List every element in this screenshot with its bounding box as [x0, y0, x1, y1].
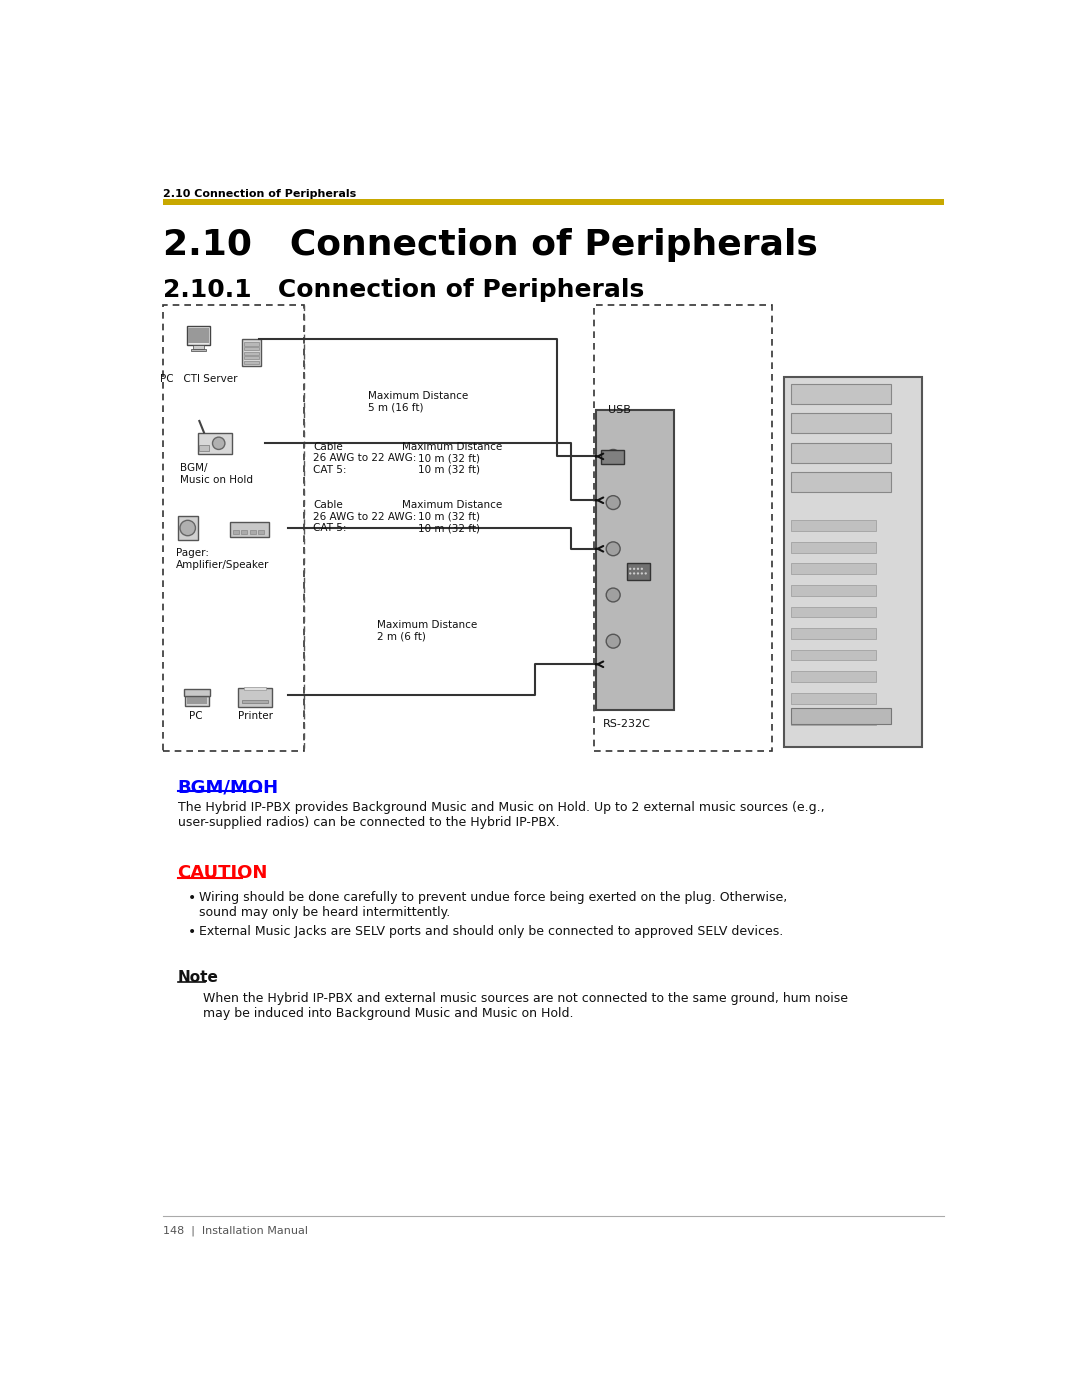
Bar	[177, 515, 198, 541]
Bar	[186, 696, 208, 705]
Bar	[791, 542, 876, 553]
Circle shape	[633, 567, 635, 570]
Bar	[249, 531, 256, 534]
Text: External Music Jacks are SELV ports and should only be connected to approved SEL: External Music Jacks are SELV ports and …	[199, 925, 783, 937]
Bar	[791, 414, 891, 433]
Text: PC: PC	[189, 711, 202, 721]
Text: 26 AWG to 22 AWG:: 26 AWG to 22 AWG:	[313, 511, 417, 522]
Text: Cable: Cable	[313, 441, 343, 451]
Text: When the Hybrid IP-PBX and external music sources are not connected to the same : When the Hybrid IP-PBX and external musi…	[203, 992, 848, 1020]
Circle shape	[606, 634, 620, 648]
Text: USB: USB	[608, 405, 631, 415]
Bar	[232, 531, 239, 534]
Bar	[791, 443, 891, 462]
Text: •: •	[188, 891, 195, 905]
Text: •: •	[188, 925, 195, 939]
Text: 10 m (32 ft): 10 m (32 ft)	[418, 465, 480, 475]
Circle shape	[645, 573, 647, 574]
Bar	[791, 472, 891, 492]
Text: CAT 5:: CAT 5:	[313, 465, 347, 475]
Text: Maximum Distance: Maximum Distance	[403, 500, 502, 510]
Bar	[243, 342, 259, 345]
Bar	[600, 450, 624, 464]
Circle shape	[629, 573, 632, 574]
Text: 26 AWG to 22 AWG:: 26 AWG to 22 AWG:	[313, 453, 417, 464]
Text: 5 m (16 ft): 5 m (16 ft)	[367, 402, 423, 412]
Bar	[242, 339, 260, 366]
Circle shape	[606, 450, 620, 464]
Bar	[163, 305, 303, 752]
Bar	[243, 356, 259, 359]
Bar	[791, 563, 876, 574]
Bar	[189, 328, 208, 344]
Bar	[791, 384, 891, 404]
Text: 148  |  Installation Manual: 148 | Installation Manual	[163, 1225, 308, 1236]
Circle shape	[180, 520, 195, 535]
Bar	[791, 585, 876, 595]
Bar	[791, 708, 891, 724]
Text: 10 m (32 ft): 10 m (32 ft)	[418, 453, 480, 464]
Bar	[192, 345, 204, 349]
Bar	[791, 606, 876, 617]
Circle shape	[640, 567, 643, 570]
Circle shape	[213, 437, 225, 450]
Text: BGM/
Music on Hold: BGM/ Music on Hold	[180, 464, 253, 485]
Bar	[791, 671, 876, 682]
Text: 2.10.1   Connection of Peripherals: 2.10.1 Connection of Peripherals	[163, 278, 644, 302]
Text: CAT 5:: CAT 5:	[313, 524, 347, 534]
Bar	[243, 360, 259, 365]
Bar	[627, 563, 650, 580]
Text: CAUTION: CAUTION	[177, 865, 268, 883]
Circle shape	[633, 573, 635, 574]
Bar	[243, 352, 259, 355]
Text: Pager:
Amplifier/Speaker: Pager: Amplifier/Speaker	[176, 548, 269, 570]
Circle shape	[637, 567, 639, 570]
Circle shape	[606, 496, 620, 510]
Text: RS-232C: RS-232C	[603, 719, 651, 729]
Bar	[242, 700, 268, 703]
Text: The Hybrid IP-PBX provides Background Music and Music on Hold. Up to 2 external : The Hybrid IP-PBX provides Background Mu…	[177, 802, 824, 830]
Bar	[258, 531, 265, 534]
Circle shape	[637, 573, 639, 574]
Text: PC   CTI Server: PC CTI Server	[160, 374, 238, 384]
Bar	[191, 349, 206, 351]
Bar	[791, 693, 876, 704]
Bar	[163, 200, 944, 204]
Text: 2.10 Connection of Peripherals: 2.10 Connection of Peripherals	[163, 189, 356, 200]
Bar	[187, 327, 211, 345]
Bar	[791, 629, 876, 638]
Text: Maximum Distance: Maximum Distance	[403, 441, 502, 451]
Bar	[791, 520, 876, 531]
Bar	[243, 346, 259, 351]
Bar	[230, 522, 269, 538]
Text: Cable: Cable	[313, 500, 343, 510]
Bar	[791, 714, 876, 725]
Text: Note: Note	[177, 970, 218, 985]
Text: BGM/MOH: BGM/MOH	[177, 778, 279, 796]
Circle shape	[640, 573, 643, 574]
Circle shape	[606, 542, 620, 556]
Text: Printer: Printer	[238, 711, 272, 721]
Text: Wiring should be done carefully to prevent undue force being exerted on the plug: Wiring should be done carefully to preve…	[199, 891, 787, 919]
Text: Maximum Distance: Maximum Distance	[367, 391, 468, 401]
Bar	[200, 444, 208, 451]
Bar	[198, 433, 232, 454]
Bar	[594, 305, 772, 752]
Circle shape	[606, 588, 620, 602]
Text: 2.10   Connection of Peripherals: 2.10 Connection of Peripherals	[163, 228, 818, 261]
Text: 2 m (6 ft): 2 m (6 ft)	[377, 631, 426, 643]
Bar	[184, 689, 211, 696]
Bar	[244, 687, 266, 690]
Bar	[791, 650, 876, 661]
Bar	[238, 689, 272, 707]
Text: 10 m (32 ft): 10 m (32 ft)	[418, 524, 480, 534]
Bar	[187, 697, 207, 704]
Text: 10 m (32 ft): 10 m (32 ft)	[418, 511, 480, 522]
Bar	[241, 531, 247, 534]
Bar	[784, 377, 921, 746]
Text: Maximum Distance: Maximum Distance	[377, 620, 477, 630]
Bar	[596, 411, 674, 711]
Circle shape	[629, 567, 632, 570]
